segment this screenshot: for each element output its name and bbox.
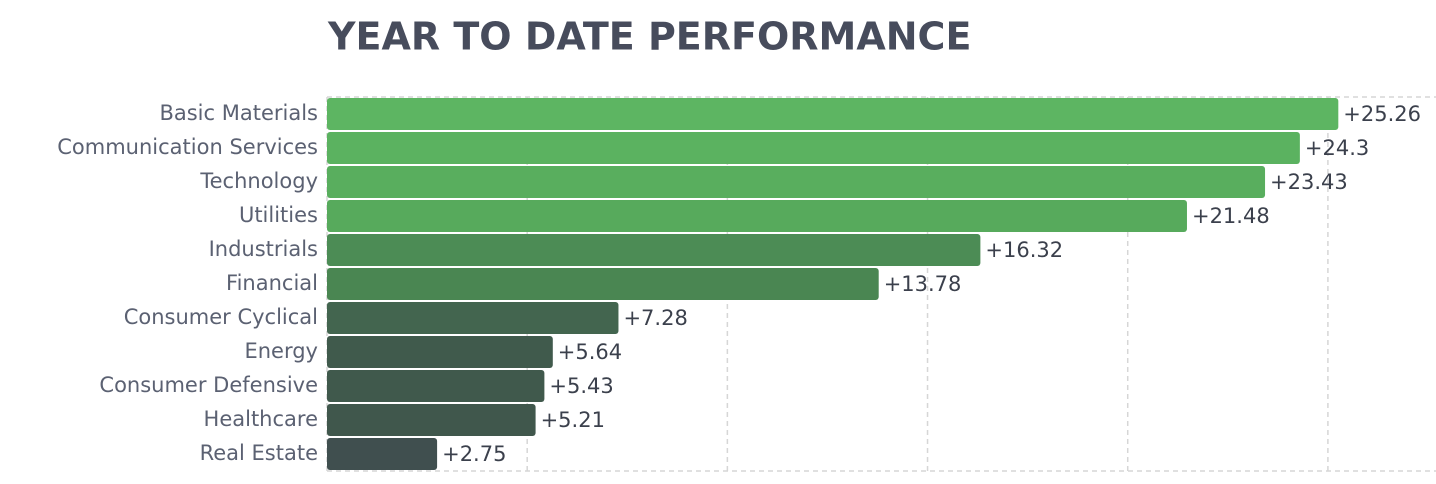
category-label: Energy	[244, 339, 318, 363]
bar	[327, 268, 879, 300]
category-label: Technology	[199, 169, 318, 193]
category-label: Consumer Defensive	[99, 373, 318, 397]
bar	[327, 200, 1187, 232]
bar	[327, 438, 438, 470]
value-label: +5.64	[558, 340, 622, 364]
value-label: +2.75	[442, 442, 506, 466]
bar	[327, 336, 553, 368]
chart-title: YEAR TO DATE PERFORMANCE	[327, 15, 971, 59]
bar	[327, 404, 536, 436]
bar	[327, 132, 1300, 164]
category-label: Consumer Cyclical	[124, 305, 318, 329]
category-label: Communication Services	[57, 135, 318, 159]
x-tick-label: 25%	[1308, 481, 1348, 484]
x-tick-label: 10%	[707, 481, 747, 484]
value-label: +21.48	[1192, 204, 1270, 228]
bar	[327, 166, 1266, 198]
value-label: +23.43	[1270, 170, 1348, 194]
x-tick-label: 15%	[908, 481, 948, 484]
bar	[327, 302, 619, 334]
value-label: +24.3	[1305, 136, 1369, 160]
x-tick-label: 20%	[1108, 481, 1148, 484]
category-label: Industrials	[209, 237, 318, 261]
category-label: Real Estate	[200, 441, 318, 465]
value-label: +25.26	[1343, 102, 1421, 126]
x-tick-label: 5%	[513, 481, 542, 484]
value-label: +5.43	[549, 374, 613, 398]
category-label: Basic Materials	[159, 101, 318, 125]
bar	[327, 234, 981, 266]
category-label: Financial	[226, 271, 318, 295]
category-label: Utilities	[239, 203, 318, 227]
value-label: +5.21	[541, 408, 605, 432]
value-label: +7.28	[623, 306, 687, 330]
bar	[327, 370, 545, 402]
category-label: Healthcare	[204, 407, 318, 431]
bar	[327, 98, 1339, 130]
value-label: +16.32	[985, 238, 1063, 262]
x-tick-label: 0%	[313, 481, 342, 484]
value-label: +13.78	[884, 272, 962, 296]
